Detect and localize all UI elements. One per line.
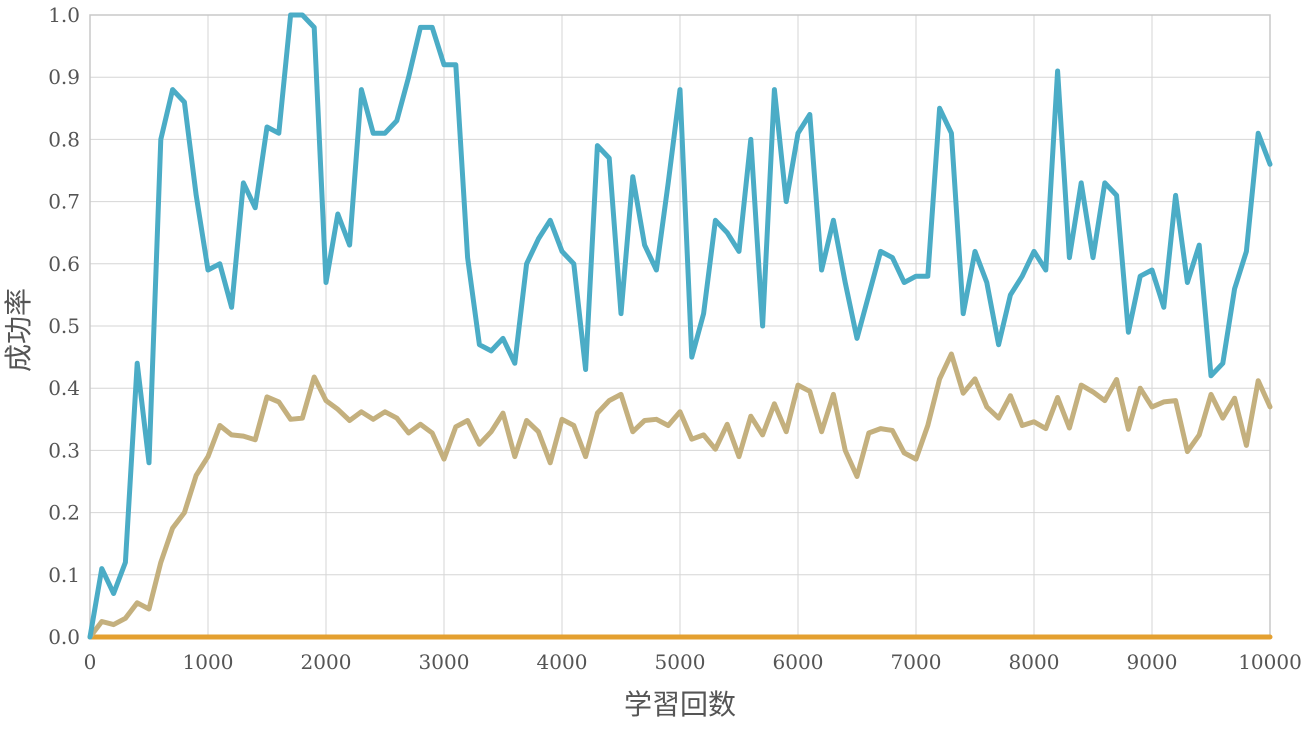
x-tick-label: 2000 [301,650,352,674]
y-tick-label: 0.1 [48,563,80,587]
y-tick-label: 0.0 [48,625,80,649]
y-tick-label: 0.2 [48,501,80,525]
x-tick-label: 4000 [537,650,588,674]
y-tick-label: 0.9 [48,65,80,89]
x-axis-title: 学習回数 [624,688,736,721]
x-tick-label: 8000 [1009,650,1060,674]
y-axis-title: 成功率 [2,288,35,372]
x-axis-ticks: 0 1000 2000 3000 4000 5000 6000 7000 8000 9000 100… [84,650,1302,674]
x-tick-label: 7000 [891,650,942,674]
y-tick-label: 0.5 [48,314,80,338]
y-tick-label: 1.0 [48,3,80,27]
y-tick-label: 0.6 [48,252,80,276]
x-tick-label: 3000 [419,650,470,674]
x-tick-label: 0 [84,650,97,674]
series-layer [87,12,1273,640]
x-tick-label: 5000 [655,650,706,674]
y-tick-label: 0.7 [48,190,80,214]
series-line-2 [87,351,1273,640]
y-axis-ticks: 0.0 0.1 0.2 0.3 0.4 0.5 0.6 0.7 0.8 0.9 1.0 [48,3,80,649]
y-tick-label: 0.4 [48,376,80,400]
y-tick-label: 0.3 [48,438,80,462]
x-tick-label: 1000 [183,650,234,674]
y-tick-label: 0.8 [48,127,80,151]
series-line-1 [87,12,1273,640]
x-tick-label: 10000 [1238,650,1302,674]
x-tick-label: 9000 [1127,650,1178,674]
x-tick-label: 6000 [773,650,824,674]
